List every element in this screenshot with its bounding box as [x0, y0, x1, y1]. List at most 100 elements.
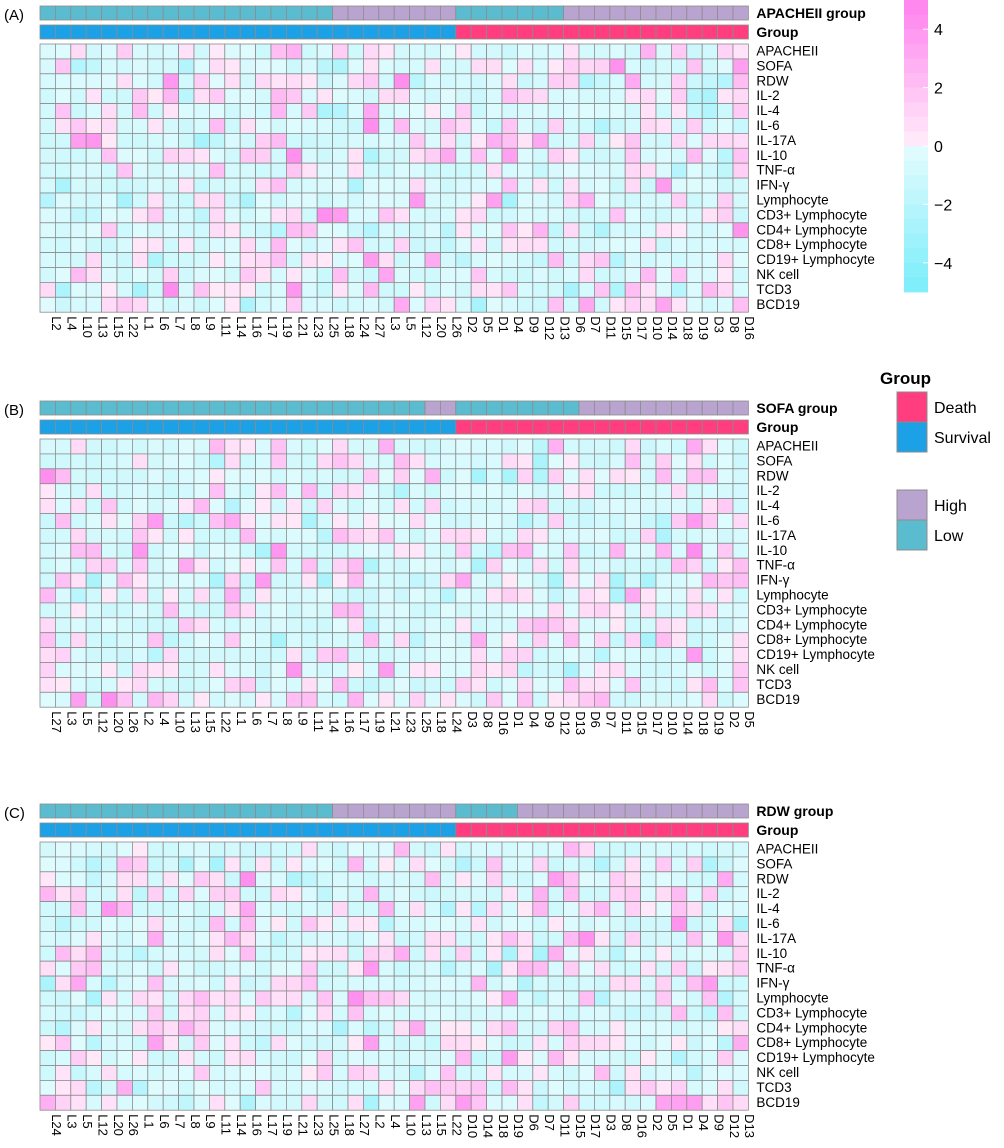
heat-cell-apacheii-l13	[409, 841, 426, 858]
heat-cell-tnf-l15	[424, 960, 441, 977]
heat-cell-sofa-l12	[85, 453, 102, 470]
row-label-il-2: IL-2	[756, 88, 779, 103]
score-group-cell-l4	[147, 400, 164, 416]
heat-cell-il-6-d10	[455, 916, 472, 932]
heat-cell-nk-cell-d6	[517, 1065, 534, 1081]
heat-cell-nk-cell-d5	[732, 662, 749, 678]
heat-cell-cd8-lymphocyte-l4	[147, 632, 164, 649]
heat-cell-rdw-l26	[116, 468, 133, 485]
heat-cell-rdw-d3	[455, 468, 472, 485]
heat-cell-cd8-lymphocyte-l26	[116, 1035, 133, 1051]
heat-cell-ifn-l1	[224, 572, 241, 589]
heat-cell-il-2-l20	[424, 88, 441, 104]
col-label-d17: D17	[588, 1114, 603, 1138]
heat-cell-il-2-d6	[517, 886, 534, 903]
heat-cell-tcd3-l23	[393, 677, 411, 693]
outcome-group-cell-d19	[501, 822, 518, 838]
heat-cell-tcd3-d19	[701, 677, 719, 693]
heat-cell-cd19-lymphocyte-l6	[239, 647, 256, 663]
heat-cell-il-6-l26	[439, 118, 457, 134]
score-group-cell-l1	[131, 803, 149, 819]
heat-cell-tnf-l15	[101, 162, 118, 179]
heat-cell-cd4-lymphocyte-d6	[517, 1020, 534, 1037]
heat-cell-sofa-d18	[686, 453, 703, 470]
heat-cell-sofa-l14	[316, 453, 334, 470]
heat-cell-apacheii-d16	[624, 841, 642, 858]
col-label-d13: D13	[742, 1114, 757, 1138]
heat-cell-tnf-l13	[85, 162, 102, 179]
heat-cell-nk-cell-l1	[131, 1065, 149, 1081]
heat-cell-il-10-l1	[131, 147, 149, 164]
heat-cell-apacheii-d5	[732, 438, 749, 455]
heat-cell-cd3-lymphocyte-d3	[594, 1005, 611, 1022]
heat-cell-nk-cell-d9	[701, 1065, 719, 1081]
heat-cell-il-6-l8	[178, 118, 195, 134]
outcome-group-cell-l12	[85, 822, 102, 838]
heat-cell-il-10-d1	[486, 147, 503, 164]
heat-cell-nk-cell-d1	[486, 267, 503, 283]
heat-cell-cd8-lymphocyte-l25	[316, 237, 334, 253]
heat-cell-apacheii-l9	[193, 43, 210, 60]
heat-cell-rdw-l19	[270, 73, 287, 90]
heat-cell-tcd3-d19	[686, 281, 703, 298]
heat-cell-sofa-l21	[285, 856, 303, 873]
heat-cell-apacheii-l21	[285, 841, 303, 858]
heat-cell-rdw-l17	[255, 871, 272, 888]
heat-cell-cd19-lymphocyte-l12	[409, 252, 426, 268]
heat-cell-il-4-l14	[224, 901, 241, 917]
heat-cell-nk-cell-l8	[270, 662, 287, 678]
col-label-d9: D9	[711, 1114, 726, 1131]
heat-cell-il-6-l18	[332, 118, 349, 134]
heat-cell-cd4-lymphocyte-l12	[85, 1020, 102, 1037]
heat-cell-ifn-l18	[332, 975, 349, 992]
heat-cell-bcd19-l13	[409, 1094, 426, 1111]
heat-cell-cd8-lymphocyte-d2	[717, 632, 734, 649]
heat-cell-cd4-lymphocyte-d8	[609, 1020, 626, 1037]
heat-cell-apacheii-d16	[486, 438, 503, 455]
heat-cell-ifn-l3	[378, 177, 395, 194]
heat-cell-tcd3-l2	[131, 677, 149, 693]
heat-cell-cd19-lymphocyte-l11	[301, 647, 318, 663]
heat-cell-ifn-l3	[55, 572, 72, 589]
score-group-cell-l25	[316, 5, 334, 21]
heat-cell-il-4-d8	[470, 498, 488, 514]
heat-cell-apacheii-d9	[701, 841, 719, 858]
heat-cell-il-2-d10	[455, 886, 472, 903]
heat-cell-il-4-d11	[594, 103, 611, 119]
outcome-group-cell-d11	[609, 419, 626, 435]
heat-cell-nk-cell-l19	[270, 267, 287, 283]
heat-cell-bcd19-d18	[671, 296, 688, 313]
heat-cell-tnf-l11	[208, 162, 226, 179]
heat-cell-apacheii-l16	[332, 438, 349, 455]
heat-cell-il-17a-l23	[393, 528, 411, 544]
heat-cell-apacheii-d11	[609, 438, 626, 455]
heat-cell-il-6-l12	[409, 118, 426, 134]
heat-cell-apacheii-d6	[517, 841, 534, 858]
heat-cell-sofa-l5	[70, 453, 87, 470]
score-group-cell-l6	[147, 803, 164, 819]
heat-cell-il-6-d17	[578, 916, 595, 932]
heat-cell-tnf-l10	[162, 557, 179, 574]
outcome-group-cell-l20	[424, 24, 441, 40]
col-label-d2: D2	[465, 316, 480, 333]
heat-cell-cd8-lymphocyte-l11	[301, 632, 318, 649]
heat-cell-cd19-lymphocyte-d9	[532, 647, 549, 663]
heat-cell-sofa-l3	[55, 453, 72, 470]
heat-cell-lymphocyte-d15	[624, 587, 642, 604]
heat-cell-il-2-l2	[39, 88, 56, 104]
heat-cell-cd4-lymphocyte-l21	[378, 617, 395, 634]
col-label-l17: L17	[357, 711, 372, 733]
heat-cell-il-10-d11	[609, 542, 626, 559]
heat-cell-cd19-lymphocyte-l24	[347, 252, 364, 268]
heat-cell-nk-cell-l5	[70, 662, 87, 678]
outcome-group-cell-l18	[424, 419, 441, 435]
heat-cell-cd8-lymphocyte-d2	[640, 1035, 657, 1051]
heat-cell-nk-cell-l26	[439, 267, 457, 283]
heat-cell-il-10-l1	[131, 945, 149, 962]
heat-cell-il-10-d3	[455, 542, 472, 559]
col-label-l12: L12	[419, 316, 434, 338]
heat-cell-ifn-l23	[301, 177, 318, 194]
heat-cell-nk-cell-l27	[362, 267, 380, 283]
heat-cell-tcd3-l24	[439, 677, 457, 693]
heat-cell-bcd19-l22	[439, 1094, 457, 1111]
